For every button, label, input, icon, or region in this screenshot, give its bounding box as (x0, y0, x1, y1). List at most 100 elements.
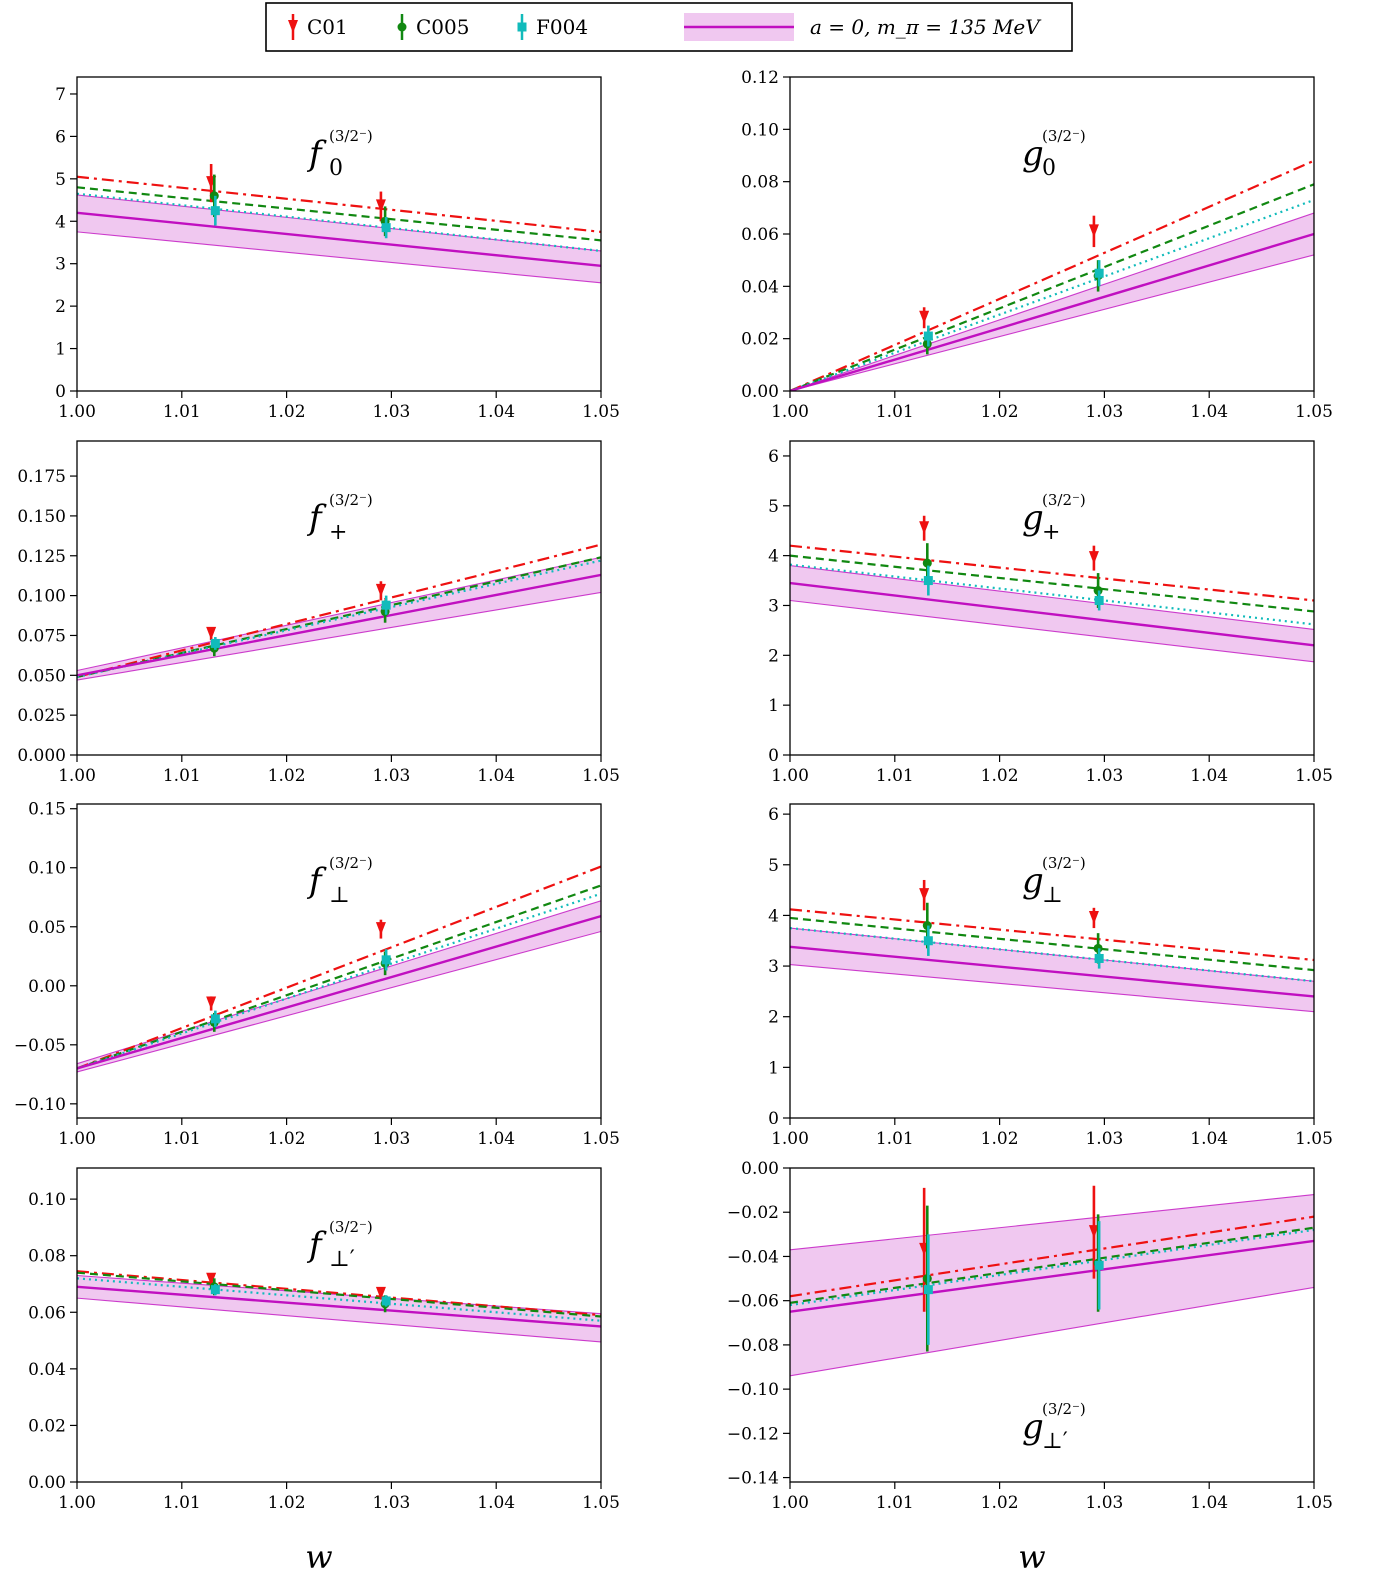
x-tick-label: 1.02 (268, 1129, 306, 1149)
y-tick-label: 1 (55, 340, 66, 360)
panel-label-subscript: ⊥ (329, 883, 350, 908)
data-point-c01 (375, 583, 386, 597)
plot-area (790, 1185, 1314, 1377)
series-line-c005 (790, 1226, 1314, 1304)
band-upper-edge (77, 900, 601, 1065)
data-point-c01 (375, 199, 386, 213)
legend: C01 C005 F004 a = 0, m_π = 135 MeV (265, 2, 1073, 52)
data-point-f004 (923, 936, 933, 946)
panel-label-main: g (1022, 861, 1044, 901)
y-tick-label: 1 (768, 696, 779, 716)
y-tick-label: −0.12 (727, 1424, 779, 1444)
data-point-f004 (210, 1014, 220, 1024)
data-point-f004 (923, 331, 933, 341)
panel-label-superscript: (3/2⁻) (329, 854, 373, 872)
data-point-c01 (919, 310, 930, 324)
series-line-f004 (77, 892, 601, 1070)
data-point-f004 (381, 1296, 391, 1306)
series-line-f004 (790, 563, 1314, 626)
series-line-f004 (790, 926, 1314, 983)
plot-frame (76, 1167, 602, 1483)
band-lower-edge (77, 591, 601, 681)
panel-label-superscript: (3/2⁻) (329, 491, 373, 509)
x-tick-label: 1.04 (477, 1493, 515, 1513)
band-upper-edge (790, 212, 1314, 391)
y-tick-label: 0.00 (28, 1473, 66, 1493)
x-tick-label: 1.05 (582, 1129, 620, 1149)
y-tick-label: 2 (55, 297, 66, 317)
legend-label: C005 (416, 15, 469, 39)
y-tick-label: 5 (768, 497, 779, 517)
panel-fperpprime: 1.00 1.01 1.02 1.03 1.04 1.05 0.00 0.02 0.04 0.06… (28, 1167, 620, 1576)
x-tick-label: 1.02 (981, 1129, 1019, 1149)
physical-limit-line (77, 573, 601, 677)
y-tick-label: −0.02 (727, 1203, 779, 1223)
band-lower-edge (790, 963, 1314, 1013)
plot-area (790, 159, 1314, 391)
x-tick-label: 1.01 (876, 1129, 914, 1149)
x-tick-label: 1.03 (372, 1493, 410, 1513)
panel-label-superscript: (3/2⁻) (329, 1218, 373, 1236)
data-point-f004 (210, 1285, 220, 1295)
physical-limit-line (790, 1239, 1314, 1313)
legend-marker (288, 20, 298, 33)
series-line-c005 (790, 554, 1314, 613)
y-tick-label: 0.08 (741, 173, 779, 193)
x-tick-label: 1.05 (1295, 402, 1333, 422)
x-tick-label: 1.01 (876, 402, 914, 422)
band-lower-edge (77, 1297, 601, 1343)
panel-fperp: 1.00 1.01 1.02 1.03 1.04 1.05 −0.10 −0.05 0.00 0.… (14, 800, 620, 1149)
data-point-c01 (1088, 551, 1099, 565)
x-tick-label: 1.02 (268, 1493, 306, 1513)
data-point-c005 (922, 558, 932, 568)
panel-label-subscript: 0 (1042, 156, 1056, 181)
y-tick-label: 0 (55, 382, 66, 402)
series-line-c01 (77, 543, 601, 678)
x-tick-label: 1.01 (163, 766, 201, 786)
data-point-f004 (1094, 268, 1104, 278)
band-lower-edge (790, 1286, 1314, 1377)
legend-label: F004 (536, 15, 588, 39)
legend-label: C01 (307, 15, 348, 39)
panel-label-subscript: + (329, 520, 347, 545)
data-point-f004 (381, 223, 391, 233)
legend-entry-f004: F004 (517, 14, 588, 40)
x-tick-label: 1.03 (372, 402, 410, 422)
panel-label-superscript: (3/2⁻) (1042, 127, 1086, 145)
y-tick-label: −0.14 (727, 1469, 779, 1489)
y-tick-label: 3 (55, 255, 66, 275)
plot-area (77, 163, 601, 284)
y-tick-label: 0.15 (28, 800, 66, 820)
x-tick-label: 1.03 (1085, 402, 1123, 422)
y-tick-label: −0.10 (727, 1380, 779, 1400)
series-line-c005 (77, 884, 601, 1070)
x-tick-label: 1.02 (268, 766, 306, 786)
data-point-c01 (919, 521, 930, 535)
legend-entry-c005: C005 (397, 14, 469, 40)
physical-limit-line (77, 914, 601, 1070)
y-tick-label: −0.10 (14, 1095, 66, 1115)
y-tick-label: 6 (768, 447, 779, 467)
x-tick-label: 1.01 (163, 1493, 201, 1513)
y-tick-label: 0.12 (741, 68, 779, 88)
panel-label-gperpprime: g⊥′ (3/2⁻) (1022, 1400, 1086, 1454)
data-point-c01 (1088, 910, 1099, 924)
y-tick-label: 6 (55, 127, 66, 147)
series-line-c005 (790, 183, 1314, 391)
panel-label-main: f (306, 1225, 327, 1265)
y-tick-label: 5 (768, 856, 779, 876)
x-tick-label: 1.01 (163, 1129, 201, 1149)
y-tick-label: 0.02 (741, 330, 779, 350)
panel-gperpprime: 1.00 1.01 1.02 1.03 1.04 1.05 −0.14 −0.12 −0.10 −… (727, 1159, 1333, 1576)
panel-label-fperp: f ⊥ (3/2⁻) (306, 854, 373, 908)
y-tick-label: 4 (768, 906, 779, 926)
x-tick-label: 1.00 (58, 766, 96, 786)
series-line-c005 (77, 1271, 601, 1318)
plot-frame (789, 803, 1315, 1119)
y-tick-label: 0.075 (17, 626, 66, 646)
y-tick-label: 0.02 (28, 1416, 66, 1436)
x-tick-label: 1.02 (268, 402, 306, 422)
x-tick-label: 1.00 (58, 1129, 96, 1149)
panel-label-fperpprime: f ⊥′ (3/2⁻) (306, 1218, 373, 1272)
